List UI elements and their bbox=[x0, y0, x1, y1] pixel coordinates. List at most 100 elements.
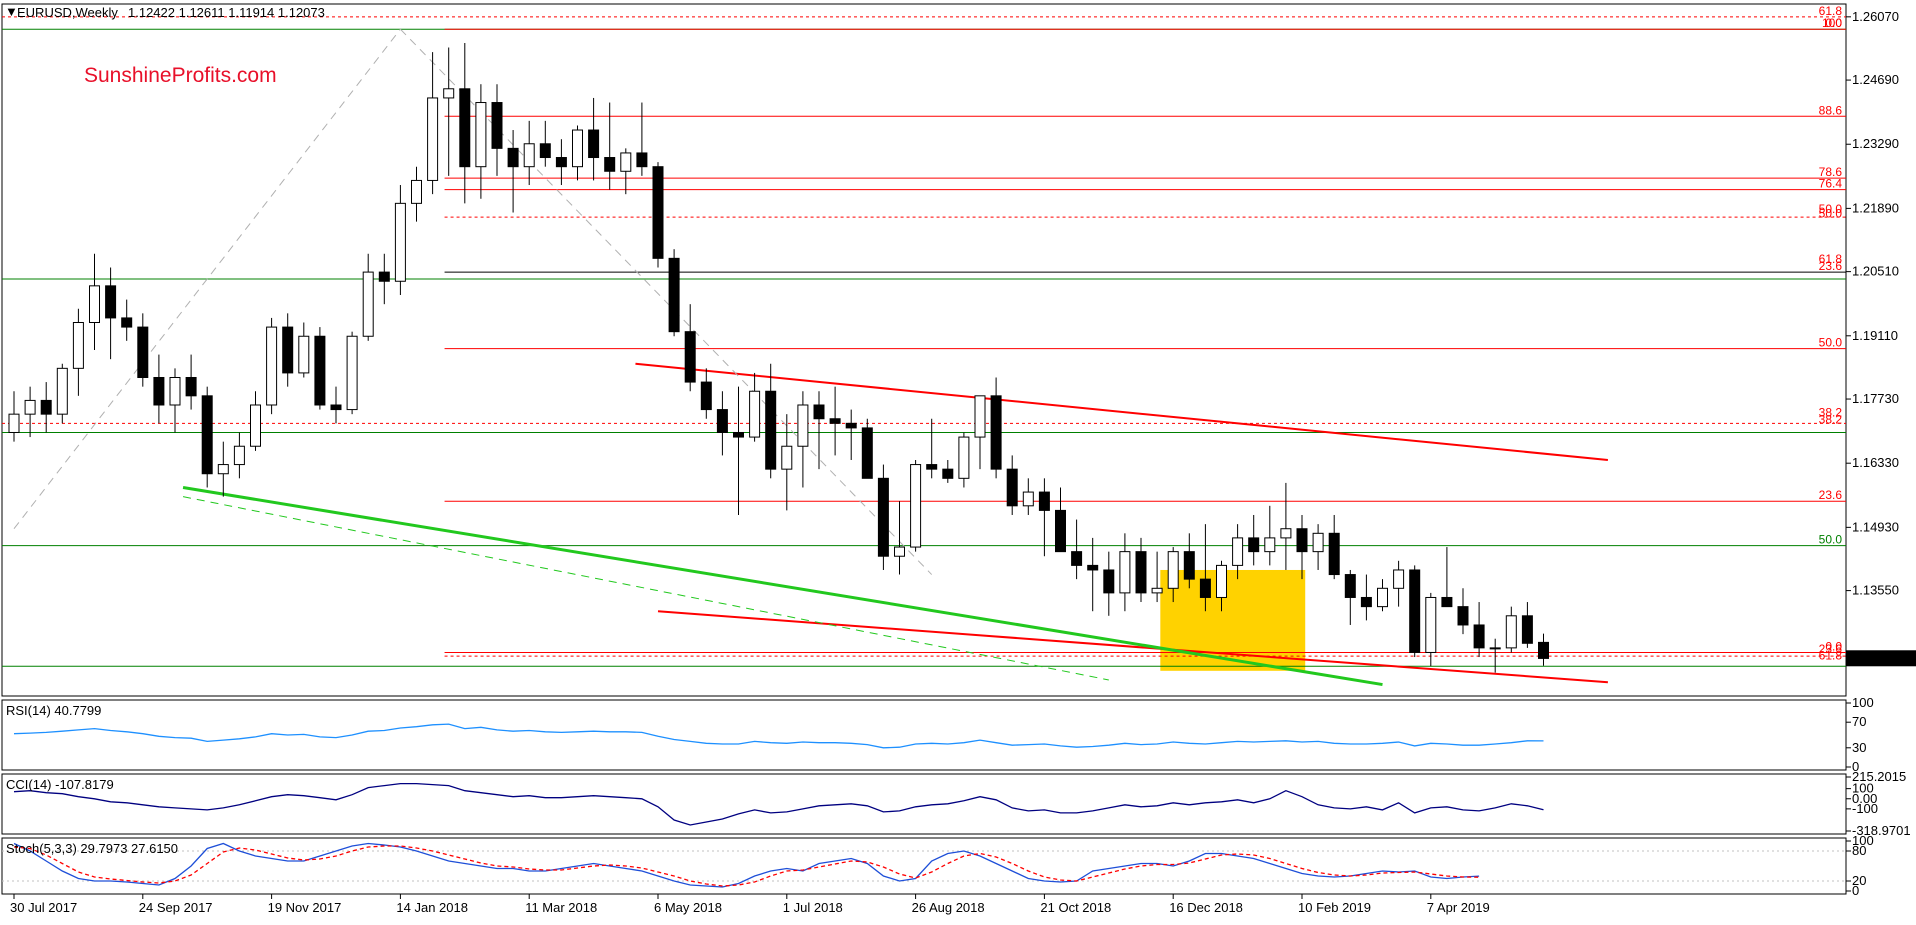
candle-body bbox=[1393, 569, 1405, 589]
candle bbox=[1393, 560, 1405, 607]
candle bbox=[1135, 537, 1147, 603]
candle-body bbox=[1489, 647, 1501, 650]
candle-body bbox=[1538, 641, 1549, 659]
fib-level-label: 38.2 bbox=[1819, 413, 1843, 427]
candle-body bbox=[1425, 596, 1437, 653]
candle bbox=[185, 354, 197, 410]
candle bbox=[1280, 482, 1292, 570]
candle bbox=[1441, 547, 1453, 608]
candle bbox=[1006, 455, 1018, 515]
candle bbox=[1216, 560, 1227, 612]
candle bbox=[926, 418, 938, 479]
candle bbox=[1360, 574, 1372, 621]
candle-body bbox=[926, 464, 938, 470]
candle bbox=[266, 317, 278, 415]
candle-body bbox=[1296, 528, 1308, 553]
candle bbox=[153, 354, 165, 424]
trend-line bbox=[657, 610, 1608, 684]
candle-body bbox=[1409, 569, 1421, 653]
candle-body bbox=[572, 129, 583, 168]
stoch-main-line bbox=[13, 842, 1480, 888]
candle-body bbox=[668, 257, 680, 333]
candle bbox=[1232, 524, 1244, 580]
candle bbox=[700, 368, 712, 419]
candle-body bbox=[153, 376, 165, 406]
stoch-axis-label: 20 bbox=[1852, 873, 1866, 888]
candle-body bbox=[700, 381, 712, 411]
candle-body bbox=[1199, 578, 1211, 598]
candle-body bbox=[443, 88, 455, 99]
candle-body bbox=[1280, 528, 1292, 539]
date-axis-label: 16 Dec 2018 bbox=[1169, 900, 1243, 915]
price-axis-label: 1.20510 bbox=[1852, 264, 1899, 279]
candle-body bbox=[1038, 491, 1050, 511]
trend-line bbox=[182, 496, 1109, 681]
candle-body bbox=[72, 322, 84, 369]
candle-body bbox=[1006, 468, 1018, 507]
candle bbox=[475, 84, 487, 199]
candle-body bbox=[1248, 537, 1260, 553]
trend-line bbox=[13, 28, 401, 530]
candle-body bbox=[40, 399, 52, 415]
fib-level-label: 0.0 bbox=[1825, 639, 1842, 653]
trend-line bbox=[182, 486, 1383, 687]
cci-axis-label: 100 bbox=[1852, 781, 1874, 796]
date-axis-label: 10 Feb 2019 bbox=[1298, 900, 1371, 915]
candle-body bbox=[1183, 551, 1195, 580]
candle bbox=[491, 84, 503, 176]
candle bbox=[105, 267, 117, 360]
candle-body bbox=[427, 97, 439, 181]
candle bbox=[427, 52, 439, 195]
candle bbox=[1119, 533, 1131, 612]
fib-level-label: 61.8 bbox=[1819, 649, 1843, 663]
price-axis-label: 1.21890 bbox=[1852, 200, 1899, 215]
candle bbox=[861, 418, 873, 479]
price-axis-label: 1.17730 bbox=[1852, 391, 1899, 406]
candle bbox=[282, 313, 294, 387]
candle bbox=[652, 162, 664, 268]
candle-body bbox=[137, 326, 149, 378]
candle-body bbox=[1264, 537, 1276, 553]
trend-line bbox=[635, 362, 1608, 461]
date-axis-label: 24 Sep 2017 bbox=[139, 900, 213, 915]
fib-level-label: 23.6 bbox=[1819, 642, 1843, 656]
candle-body bbox=[620, 152, 632, 172]
cci-panel-frame bbox=[1, 773, 1847, 835]
candle bbox=[1377, 579, 1388, 612]
date-axis-label: 26 Aug 2018 bbox=[912, 900, 985, 915]
candle-body bbox=[378, 271, 390, 282]
candle-body bbox=[1087, 564, 1099, 571]
date-axis-label: 21 Oct 2018 bbox=[1040, 900, 1111, 915]
candle-body bbox=[1328, 532, 1340, 576]
fib-level-label: 50.0 bbox=[1819, 336, 1843, 350]
candle bbox=[24, 386, 36, 438]
candle-body bbox=[282, 326, 294, 374]
fib-level-label: 88.6 bbox=[1819, 103, 1843, 117]
candle bbox=[1167, 547, 1179, 603]
candle bbox=[1183, 533, 1195, 589]
cci-axis-label: -318.9701 bbox=[1852, 823, 1911, 838]
last-price-tag bbox=[1846, 650, 1916, 667]
candle bbox=[89, 253, 100, 350]
fib-level-label: 0.0 bbox=[1825, 16, 1842, 30]
candle bbox=[169, 368, 181, 433]
candle-body bbox=[781, 445, 793, 470]
candle bbox=[40, 382, 52, 433]
candle bbox=[684, 304, 696, 392]
candle-body bbox=[24, 399, 36, 415]
candle-body bbox=[105, 285, 117, 319]
candle-body bbox=[298, 335, 310, 374]
candle-body bbox=[233, 445, 245, 466]
candle bbox=[733, 386, 744, 515]
candle-body bbox=[733, 431, 744, 438]
candle-body bbox=[1473, 624, 1485, 649]
candle-body bbox=[89, 285, 100, 324]
candle bbox=[1489, 638, 1501, 673]
date-axis-label: 14 Jan 2018 bbox=[396, 900, 468, 915]
support-level-label: 50.0 bbox=[1819, 533, 1843, 547]
stoch-panel-frame bbox=[1, 837, 1847, 895]
candle bbox=[604, 102, 616, 190]
cci-axis-label: -100 bbox=[1852, 801, 1878, 816]
